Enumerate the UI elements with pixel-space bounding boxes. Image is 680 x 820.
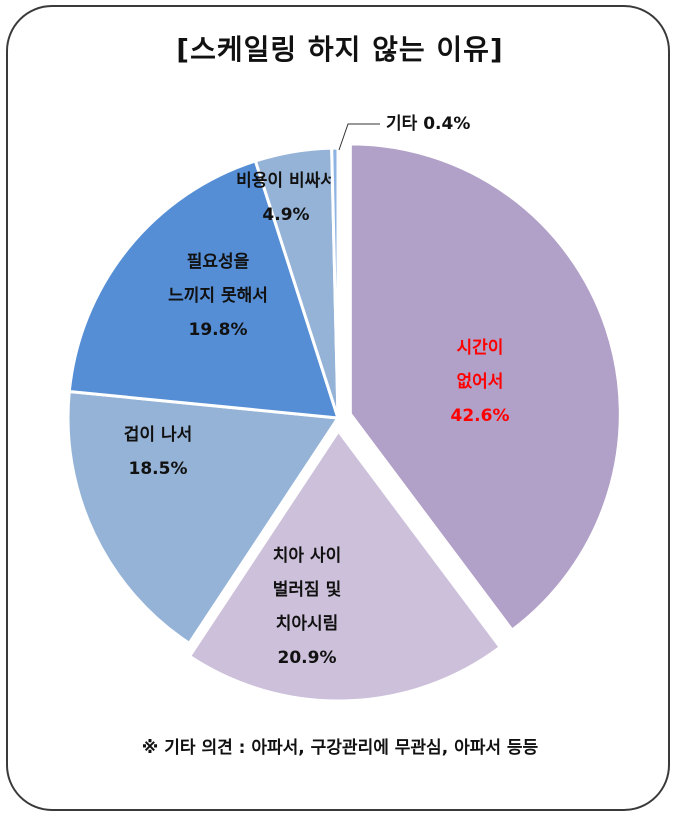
slice-percent-label: 19.8%	[189, 320, 248, 340]
chart-title: [스케일링 하지 않는 이유]	[176, 33, 504, 66]
slice-label: 시간이	[457, 338, 504, 358]
slice-label: 벌러짐 및	[273, 580, 341, 600]
pie-slice	[66, 389, 341, 646]
slice-label: 치아 사이	[273, 546, 341, 566]
pie-slice	[187, 428, 503, 703]
slice-label: 치아시림	[276, 614, 339, 634]
slice-percent-label: 20.9%	[278, 648, 337, 668]
slice-percent-label: 42.6%	[451, 406, 510, 426]
slice-label: 겁이 나서	[124, 425, 192, 445]
leader-line	[338, 123, 380, 151]
slice-label: 비용이 비싸서	[236, 171, 336, 191]
slice-percent-label: 18.5%	[129, 459, 188, 479]
slice-label: 필요성을	[187, 252, 250, 272]
slice-label: 기타 0.4%	[386, 114, 470, 134]
pie-slice	[330, 146, 340, 419]
slice-percent-label: 4.9%	[262, 205, 309, 225]
pie-slice	[348, 142, 622, 633]
slice-label: 없어서	[457, 372, 504, 392]
footnote: ※ 기타 의견 : 아파서, 구강관리에 무관심, 아파서 등등	[141, 738, 539, 758]
pie-slice	[67, 159, 341, 420]
slice-label: 느끼지 못해서	[168, 286, 268, 306]
